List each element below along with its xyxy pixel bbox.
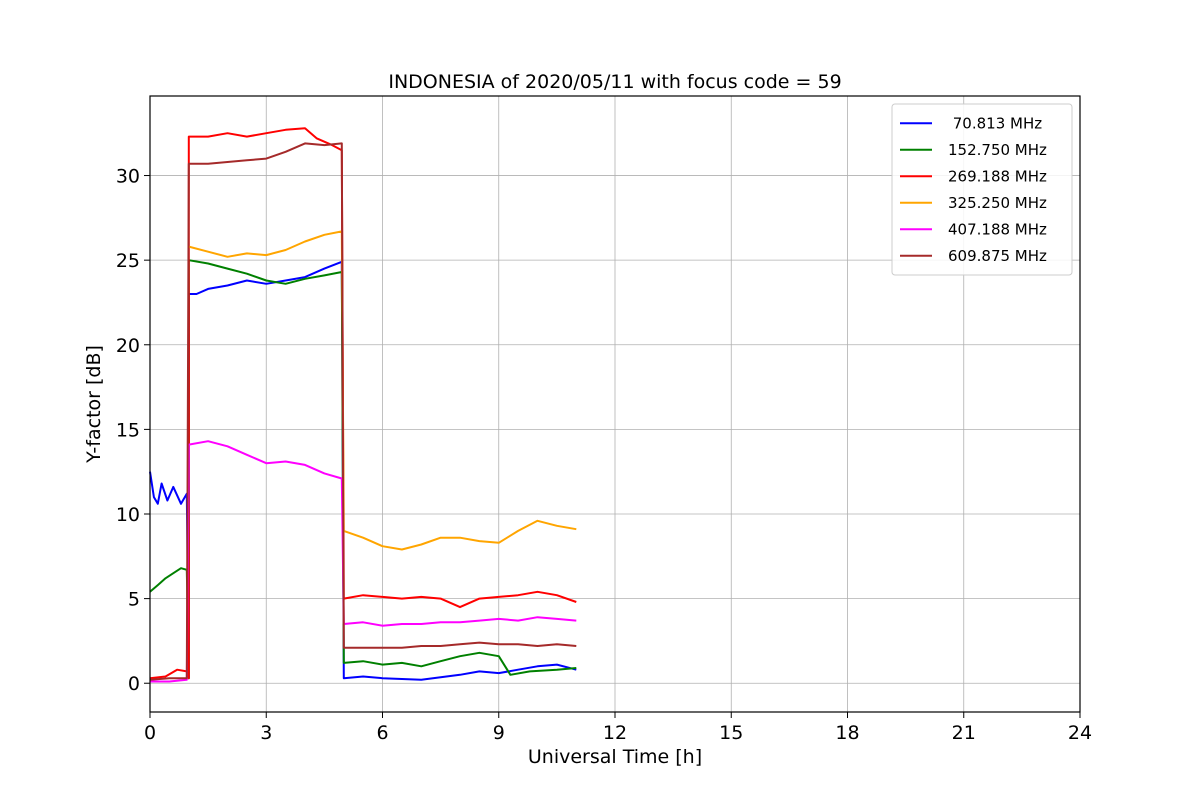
x-tick-label: 0 (144, 722, 156, 744)
legend-label: 407.188 MHz (948, 220, 1047, 238)
legend-label: 269.188 MHz (948, 167, 1047, 185)
legend-label: 325.250 MHz (948, 194, 1047, 212)
x-tick-label: 6 (376, 722, 388, 744)
y-tick-label: 5 (128, 589, 140, 611)
x-axis-label: Universal Time [h] (528, 746, 702, 768)
y-tick-label: 10 (116, 504, 140, 526)
y-tick-label: 0 (128, 673, 140, 695)
x-tick-label: 18 (835, 722, 859, 744)
x-tick-label: 15 (719, 722, 743, 744)
y-tick-label: 25 (116, 250, 140, 272)
legend-label: 70.813 MHz (948, 114, 1042, 132)
chart-title: INDONESIA of 2020/05/11 with focus code … (388, 71, 841, 93)
y-axis-label: Y-factor [dB] (83, 345, 105, 464)
x-tick-label: 24 (1068, 722, 1092, 744)
legend: 70.813 MHz 152.750 MHz 269.188 MHz 325.250 … (891, 103, 1073, 276)
x-tick-label: 9 (493, 722, 505, 744)
legend-label: 609.875 MHz (948, 247, 1047, 265)
y-tick-label: 15 (116, 419, 140, 441)
ticks: 0 3 6 9 12 15 18 21 24 0 5 10 15 20 25 30 (116, 166, 1092, 744)
x-tick-label: 3 (260, 722, 272, 744)
series-line-4 (188, 230, 577, 551)
y-tick-label: 20 (116, 335, 140, 357)
legend-box (891, 103, 1073, 276)
y-tick-label: 30 (116, 166, 140, 188)
series-line-6 (149, 142, 577, 681)
series-line-2 (149, 259, 577, 680)
x-tick-label: 12 (603, 722, 627, 744)
series-group (149, 127, 577, 683)
x-tick-label: 21 (952, 722, 976, 744)
legend-label: 152.750 MHz (948, 141, 1047, 159)
